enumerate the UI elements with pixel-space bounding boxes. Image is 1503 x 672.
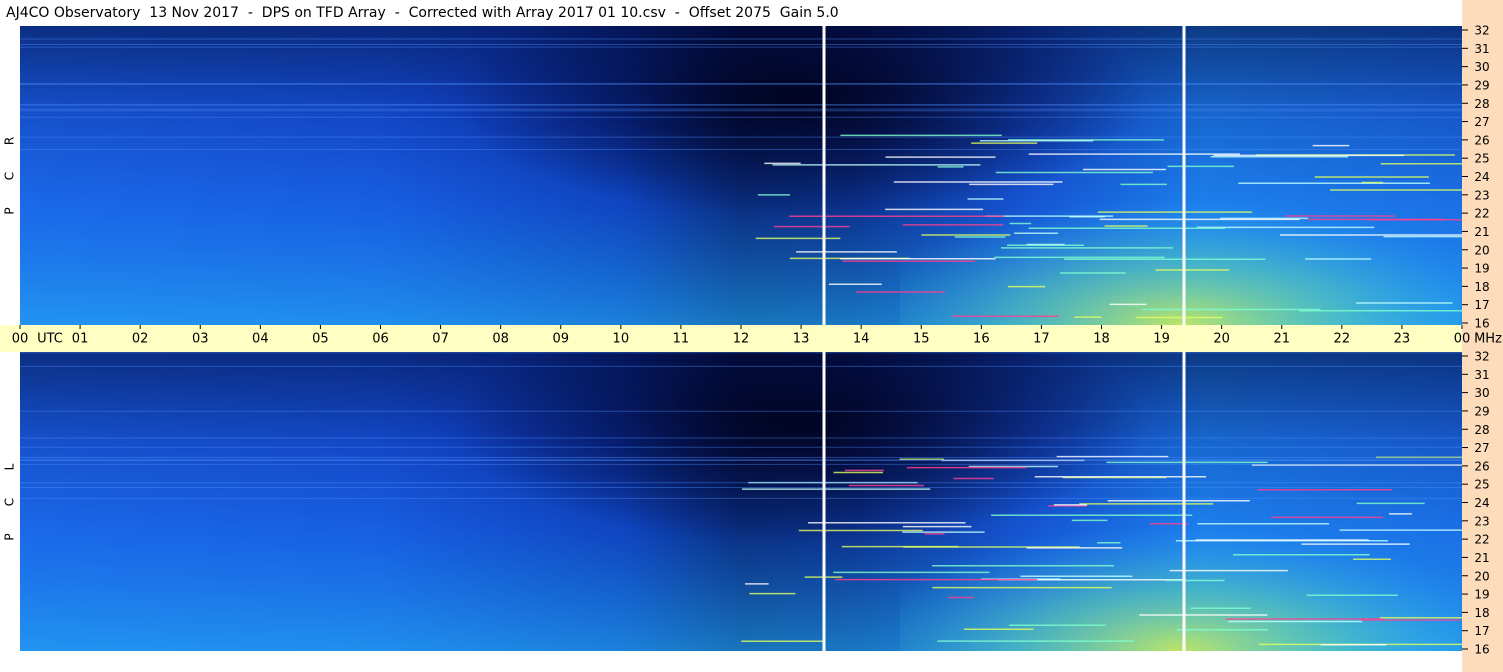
time-tick-label: 13	[793, 332, 810, 347]
time-unit: UTC	[37, 332, 63, 347]
time-tick-label: 08	[492, 332, 509, 347]
spectrogram-glow	[900, 115, 1460, 325]
freq-unit: MHz	[1474, 332, 1502, 347]
time-tick-label: 16	[973, 332, 990, 347]
freq-tick-label: 21	[1474, 225, 1489, 239]
freq-tick-label: 29	[1474, 78, 1489, 92]
freq-tick-label: 25	[1474, 478, 1489, 492]
time-tick-label: 09	[552, 332, 569, 347]
freq-tick-label: 24	[1474, 170, 1489, 184]
title: AJ4CO Observatory 13 Nov 2017 - DPS on T…	[6, 5, 839, 21]
freq-tick-label: 16	[1474, 643, 1489, 657]
time-tick-label: 07	[432, 332, 449, 347]
freq-tick-label: 20	[1474, 243, 1489, 257]
time-tick-label: 15	[913, 332, 930, 347]
time-tick-label: 06	[372, 332, 389, 347]
freq-tick-label: 30	[1474, 386, 1489, 400]
freq-tick-label: 26	[1474, 459, 1489, 473]
freq-tick-label: 20	[1474, 569, 1489, 583]
time-tick-label: 14	[853, 332, 870, 347]
time-tick-label: 04	[252, 332, 269, 347]
time-tick-label: 17	[1033, 332, 1050, 347]
freq-tick-label: 23	[1474, 514, 1489, 528]
time-tick-label: 20	[1213, 332, 1230, 347]
time-tick-label: 00	[12, 332, 29, 347]
time-tick-label: 21	[1273, 332, 1290, 347]
freq-tick-label: 18	[1474, 280, 1489, 294]
time-tick-label: 23	[1394, 332, 1411, 347]
freq-tick-label: 32	[1474, 350, 1489, 364]
panel-label: P	[3, 533, 17, 540]
panel-label: R	[3, 137, 17, 145]
freq-tick-label: 21	[1474, 551, 1489, 565]
freq-tick-label: 19	[1474, 262, 1489, 276]
freq-tick-label: 24	[1474, 496, 1489, 510]
time-tick-label: 11	[673, 332, 690, 347]
freq-tick-label: 27	[1474, 441, 1489, 455]
time-tick-label: 00	[1454, 332, 1471, 347]
panel-label: L	[3, 463, 17, 470]
freq-tick-label: 18	[1474, 606, 1489, 620]
time-tick-label: 03	[192, 332, 209, 347]
freq-tick-label: 19	[1474, 588, 1489, 602]
freq-tick-label: 23	[1474, 188, 1489, 202]
freq-tick-label: 31	[1474, 368, 1489, 382]
freq-tick-label: 31	[1474, 42, 1489, 56]
time-tick-label: 01	[72, 332, 89, 347]
freq-tick-label: 22	[1474, 533, 1489, 547]
time-axis-strip	[0, 325, 1462, 352]
panel-label: C	[3, 498, 17, 506]
freq-tick-label: 17	[1474, 624, 1489, 638]
freq-tick-label: 22	[1474, 207, 1489, 221]
time-tick-label: 05	[312, 332, 329, 347]
freq-column	[1462, 0, 1503, 672]
freq-tick-label: 29	[1474, 404, 1489, 418]
freq-tick-label: 30	[1474, 60, 1489, 74]
freq-tick-label: 32	[1474, 24, 1489, 38]
time-tick-label: 22	[1334, 332, 1351, 347]
freq-tick-label: 16	[1474, 317, 1489, 331]
time-tick-label: 12	[733, 332, 750, 347]
time-tick-label: 19	[1153, 332, 1170, 347]
time-tick-label: 18	[1093, 332, 1110, 347]
freq-tick-label: 25	[1474, 152, 1489, 166]
time-tick-label: 02	[132, 332, 149, 347]
freq-tick-label: 27	[1474, 115, 1489, 129]
freq-tick-label: 28	[1474, 97, 1489, 111]
freq-tick-label: 17	[1474, 298, 1489, 312]
time-tick-label: 10	[613, 332, 630, 347]
panel-label: C	[3, 172, 17, 180]
freq-tick-label: 26	[1474, 133, 1489, 147]
panel-label: P	[3, 207, 17, 214]
freq-tick-label: 28	[1474, 423, 1489, 437]
